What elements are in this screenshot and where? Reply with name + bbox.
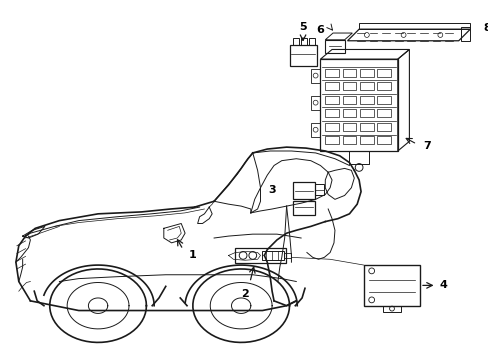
Bar: [359, 69, 373, 77]
Bar: [377, 123, 390, 131]
Text: 3: 3: [268, 185, 275, 195]
Bar: [377, 82, 390, 90]
Bar: [377, 136, 390, 144]
Bar: [377, 109, 390, 117]
Bar: [235, 248, 285, 263]
Bar: [359, 136, 373, 144]
Bar: [342, 136, 355, 144]
Text: 7: 7: [422, 141, 430, 151]
Bar: [325, 123, 338, 131]
Bar: [314, 184, 324, 195]
Bar: [325, 96, 338, 104]
Bar: [342, 109, 355, 117]
Bar: [363, 265, 419, 306]
Bar: [359, 82, 373, 90]
Bar: [293, 182, 314, 199]
Text: 5: 5: [299, 22, 306, 32]
Bar: [301, 38, 306, 45]
Bar: [359, 123, 373, 131]
Text: 6: 6: [316, 25, 324, 35]
Bar: [342, 69, 355, 77]
Bar: [377, 69, 390, 77]
Bar: [283, 252, 291, 258]
Bar: [325, 69, 338, 77]
Text: 4: 4: [438, 280, 446, 291]
Text: 2: 2: [241, 289, 248, 299]
Bar: [293, 201, 314, 215]
Bar: [289, 45, 316, 66]
Bar: [325, 109, 338, 117]
Bar: [460, 27, 469, 41]
Bar: [310, 123, 320, 138]
Bar: [383, 306, 400, 312]
Bar: [325, 136, 338, 144]
Bar: [325, 40, 344, 53]
Bar: [359, 109, 373, 117]
Bar: [342, 82, 355, 90]
Bar: [293, 38, 299, 45]
Text: 1: 1: [188, 251, 196, 260]
Bar: [342, 123, 355, 131]
Text: 8: 8: [483, 23, 488, 33]
Bar: [325, 82, 338, 90]
Bar: [310, 96, 320, 111]
Bar: [262, 251, 283, 260]
Bar: [342, 96, 355, 104]
Bar: [377, 96, 390, 104]
Bar: [359, 96, 373, 104]
Bar: [308, 38, 314, 45]
Bar: [310, 69, 320, 83]
